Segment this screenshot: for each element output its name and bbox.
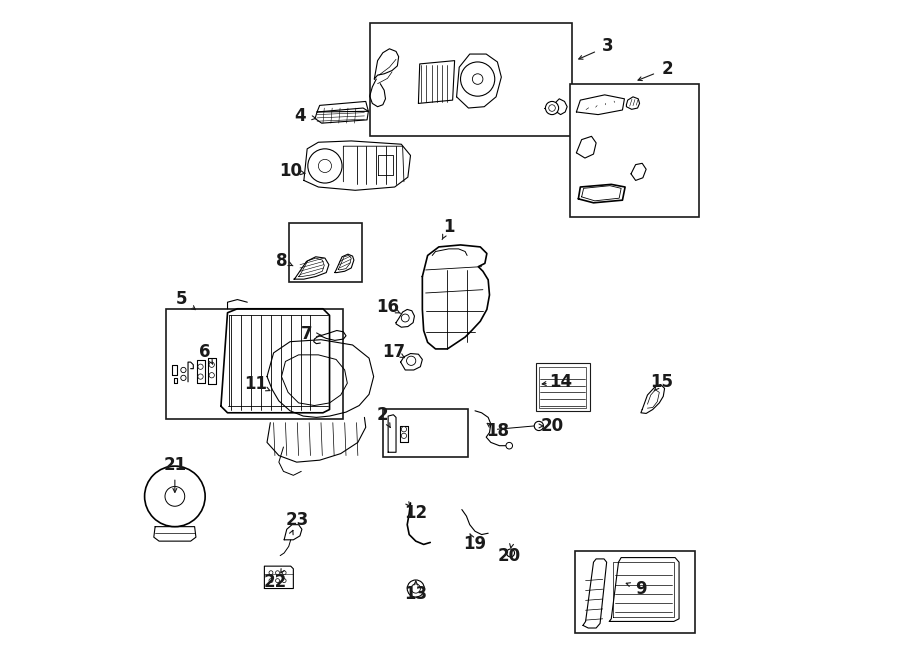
Circle shape [401,426,407,432]
Text: 5: 5 [176,290,187,308]
Circle shape [411,584,420,593]
Text: 16: 16 [376,298,399,316]
Circle shape [275,578,280,582]
Text: 21: 21 [163,457,186,475]
Text: 4: 4 [294,107,306,125]
Text: 13: 13 [404,585,428,603]
Bar [536,364,590,410]
Circle shape [181,375,186,381]
Circle shape [209,362,214,368]
Text: 8: 8 [276,252,288,270]
Text: 19: 19 [464,535,487,553]
Circle shape [283,570,286,574]
Text: 6: 6 [200,342,211,360]
Circle shape [165,486,184,506]
Circle shape [472,74,483,85]
Text: 15: 15 [651,373,673,391]
Bar [166,309,344,419]
Bar [571,85,698,217]
Circle shape [507,549,515,557]
Text: 10: 10 [279,162,302,180]
Circle shape [401,433,407,438]
Circle shape [209,373,214,378]
Text: 9: 9 [635,580,647,598]
Circle shape [401,314,410,322]
Text: 22: 22 [264,573,287,591]
Text: 3: 3 [602,37,614,55]
Text: 2: 2 [377,406,389,424]
Text: 20: 20 [541,417,563,435]
Circle shape [407,580,424,597]
Text: 2: 2 [662,59,673,77]
Circle shape [198,374,203,379]
Bar [539,368,586,408]
Circle shape [198,364,203,369]
Circle shape [269,570,273,574]
Text: 7: 7 [301,325,312,344]
Circle shape [506,442,512,449]
Circle shape [407,356,416,366]
Circle shape [461,62,495,96]
Circle shape [549,104,555,111]
Bar [382,409,468,457]
Circle shape [275,570,280,574]
Text: 17: 17 [382,342,406,360]
Circle shape [145,466,205,527]
Text: 12: 12 [404,504,428,522]
Text: 11: 11 [244,375,267,393]
Text: 20: 20 [498,547,521,564]
Circle shape [319,159,331,173]
Text: 1: 1 [443,217,454,235]
Text: 14: 14 [549,373,572,391]
Circle shape [545,101,559,114]
Text: 23: 23 [285,511,309,529]
Circle shape [269,578,273,582]
Circle shape [181,368,186,373]
Text: 18: 18 [486,422,508,440]
Circle shape [535,421,544,430]
Bar [289,223,363,282]
Circle shape [283,578,286,582]
Circle shape [308,149,342,183]
Bar [575,551,695,633]
Bar [370,23,572,136]
